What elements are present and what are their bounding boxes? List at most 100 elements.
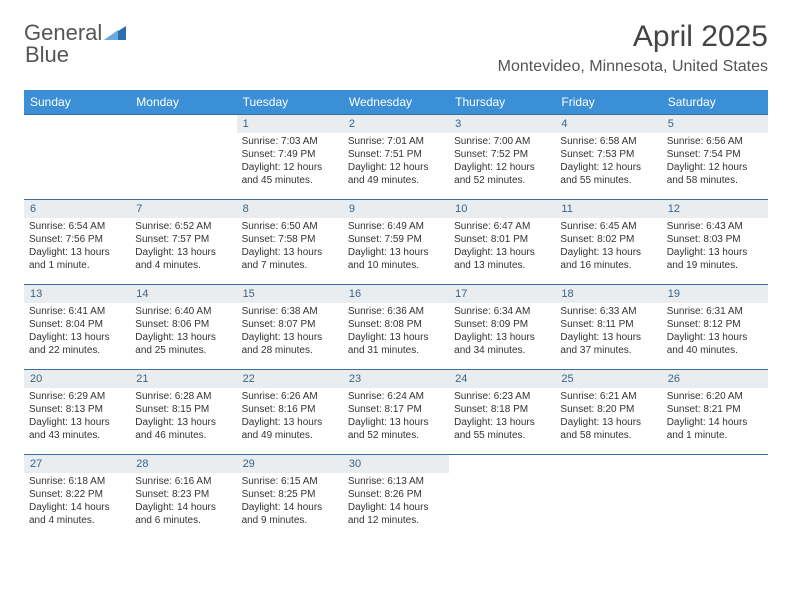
day-cell: 21Sunrise: 6:28 AMSunset: 8:15 PMDayligh… <box>130 370 236 454</box>
weekday-row: SundayMondayTuesdayWednesdayThursdayFrid… <box>24 90 768 114</box>
daylight-line: Daylight: 13 hours and 46 minutes. <box>135 416 231 442</box>
day-cell: 19Sunrise: 6:31 AMSunset: 8:12 PMDayligh… <box>662 285 768 369</box>
sunset-line: Sunset: 8:03 PM <box>667 233 763 246</box>
day-number: 22 <box>237 370 343 388</box>
sunrise-line: Sunrise: 6:50 AM <box>242 220 338 233</box>
weekday-cell: Friday <box>555 90 661 114</box>
day-cell: 23Sunrise: 6:24 AMSunset: 8:17 PMDayligh… <box>343 370 449 454</box>
daylight-line: Daylight: 13 hours and 34 minutes. <box>454 331 550 357</box>
daylight-line: Daylight: 13 hours and 31 minutes. <box>348 331 444 357</box>
sunrise-line: Sunrise: 6:38 AM <box>242 305 338 318</box>
daylight-line: Daylight: 12 hours and 45 minutes. <box>242 161 338 187</box>
day-cell: 4Sunrise: 6:58 AMSunset: 7:53 PMDaylight… <box>555 115 661 199</box>
sunrise-line: Sunrise: 6:40 AM <box>135 305 231 318</box>
sunset-line: Sunset: 7:56 PM <box>29 233 125 246</box>
daylight-line: Daylight: 13 hours and 58 minutes. <box>560 416 656 442</box>
day-cell: 6Sunrise: 6:54 AMSunset: 7:56 PMDaylight… <box>24 200 130 284</box>
daylight-line: Daylight: 13 hours and 22 minutes. <box>29 331 125 357</box>
sunset-line: Sunset: 8:17 PM <box>348 403 444 416</box>
daylight-line: Daylight: 14 hours and 4 minutes. <box>29 501 125 527</box>
sunrise-line: Sunrise: 7:01 AM <box>348 135 444 148</box>
sunrise-line: Sunrise: 6:18 AM <box>29 475 125 488</box>
day-cell: 13Sunrise: 6:41 AMSunset: 8:04 PMDayligh… <box>24 285 130 369</box>
day-cell: 14Sunrise: 6:40 AMSunset: 8:06 PMDayligh… <box>130 285 236 369</box>
day-cell-blank <box>24 115 130 199</box>
sunrise-line: Sunrise: 6:49 AM <box>348 220 444 233</box>
day-number: 24 <box>449 370 555 388</box>
daylight-line: Daylight: 14 hours and 6 minutes. <box>135 501 231 527</box>
sunset-line: Sunset: 7:53 PM <box>560 148 656 161</box>
day-cell-blank <box>555 455 661 539</box>
day-cell: 22 Sunrise: 6:26 AMSunset: 8:16 PMDayligh… <box>237 370 343 454</box>
day-cell: 29Sunrise: 6:15 AMSunset: 8:25 PMDayligh… <box>237 455 343 539</box>
sunrise-line: Sunrise: 6:29 AM <box>29 390 125 403</box>
day-number: 28 <box>130 455 236 473</box>
sunrise-line: Sunrise: 6:52 AM <box>135 220 231 233</box>
sunset-line: Sunset: 8:18 PM <box>454 403 550 416</box>
sunrise-line: Sunrise: 6:34 AM <box>454 305 550 318</box>
daylight-line: Daylight: 14 hours and 1 minute. <box>667 416 763 442</box>
sunrise-line: Sunrise: 6:43 AM <box>667 220 763 233</box>
week-row: 1Sunrise: 7:03 AMSunset: 7:49 PMDaylight… <box>24 114 768 199</box>
sunrise-line: Sunrise: 6:21 AM <box>560 390 656 403</box>
day-number: 7 <box>130 200 236 218</box>
sunrise-line: Sunrise: 6:41 AM <box>29 305 125 318</box>
day-number: 5 <box>662 115 768 133</box>
daylight-line: Daylight: 14 hours and 12 minutes. <box>348 501 444 527</box>
day-cell-blank <box>662 455 768 539</box>
day-number: 19 <box>662 285 768 303</box>
sunset-line: Sunset: 8:01 PM <box>454 233 550 246</box>
day-number: 26 <box>662 370 768 388</box>
header: General April 2025 Montevideo, Minnesota… <box>0 0 792 84</box>
day-cell: 17Sunrise: 6:34 AMSunset: 8:09 PMDayligh… <box>449 285 555 369</box>
daylight-line: Daylight: 13 hours and 4 minutes. <box>135 246 231 272</box>
day-number: 17 <box>449 285 555 303</box>
sunset-line: Sunset: 8:07 PM <box>242 318 338 331</box>
calendar: SundayMondayTuesdayWednesdayThursdayFrid… <box>24 90 768 539</box>
sunrise-line: Sunrise: 6:36 AM <box>348 305 444 318</box>
sunset-line: Sunset: 8:13 PM <box>29 403 125 416</box>
day-number: 25 <box>555 370 661 388</box>
day-cell: 28Sunrise: 6:16 AMSunset: 8:23 PMDayligh… <box>130 455 236 539</box>
day-number: 15 <box>237 285 343 303</box>
sunrise-line: Sunrise: 6:23 AM <box>454 390 550 403</box>
logo-text-b: Blue <box>25 42 69 67</box>
sunrise-line: Sunrise: 6:15 AM <box>242 475 338 488</box>
day-cell: 25Sunrise: 6:21 AMSunset: 8:20 PMDayligh… <box>555 370 661 454</box>
sunset-line: Sunset: 8:16 PM <box>242 403 338 416</box>
day-cell: 10Sunrise: 6:47 AMSunset: 8:01 PMDayligh… <box>449 200 555 284</box>
day-number: 9 <box>343 200 449 218</box>
daylight-line: Daylight: 13 hours and 28 minutes. <box>242 331 338 357</box>
day-number: 12 <box>662 200 768 218</box>
sunset-line: Sunset: 8:25 PM <box>242 488 338 501</box>
day-number: 30 <box>343 455 449 473</box>
day-cell: 9Sunrise: 6:49 AMSunset: 7:59 PMDaylight… <box>343 200 449 284</box>
day-number: 21 <box>130 370 236 388</box>
sunrise-line: Sunrise: 6:47 AM <box>454 220 550 233</box>
sunset-line: Sunset: 7:57 PM <box>135 233 231 246</box>
day-cell: 11Sunrise: 6:45 AMSunset: 8:02 PMDayligh… <box>555 200 661 284</box>
sunset-line: Sunset: 7:54 PM <box>667 148 763 161</box>
day-cell: 16Sunrise: 6:36 AMSunset: 8:08 PMDayligh… <box>343 285 449 369</box>
sunrise-line: Sunrise: 7:00 AM <box>454 135 550 148</box>
day-number: 3 <box>449 115 555 133</box>
sunrise-line: Sunrise: 6:58 AM <box>560 135 656 148</box>
title-wrap: April 2025 Montevideo, Minnesota, United… <box>498 20 768 76</box>
daylight-line: Daylight: 13 hours and 7 minutes. <box>242 246 338 272</box>
day-number: 4 <box>555 115 661 133</box>
day-cell: 20 Sunrise: 6:29 AMSunset: 8:13 PMDayligh… <box>24 370 130 454</box>
daylight-line: Daylight: 13 hours and 49 minutes. <box>242 416 338 442</box>
day-cell: 26Sunrise: 6:20 AMSunset: 8:21 PMDayligh… <box>662 370 768 454</box>
day-cell: 8Sunrise: 6:50 AMSunset: 7:58 PMDaylight… <box>237 200 343 284</box>
sunrise-line: Sunrise: 6:26 AM <box>242 390 338 403</box>
sunset-line: Sunset: 8:12 PM <box>667 318 763 331</box>
day-number: 14 <box>130 285 236 303</box>
day-number: 20 <box>24 370 130 388</box>
sunset-line: Sunset: 7:49 PM <box>242 148 338 161</box>
sunrise-line: Sunrise: 6:45 AM <box>560 220 656 233</box>
sunrise-line: Sunrise: 7:03 AM <box>242 135 338 148</box>
week-row: 13Sunrise: 6:41 AMSunset: 8:04 PMDayligh… <box>24 284 768 369</box>
weekday-cell: Wednesday <box>343 90 449 114</box>
daylight-line: Daylight: 13 hours and 43 minutes. <box>29 416 125 442</box>
daylight-line: Daylight: 12 hours and 58 minutes. <box>667 161 763 187</box>
